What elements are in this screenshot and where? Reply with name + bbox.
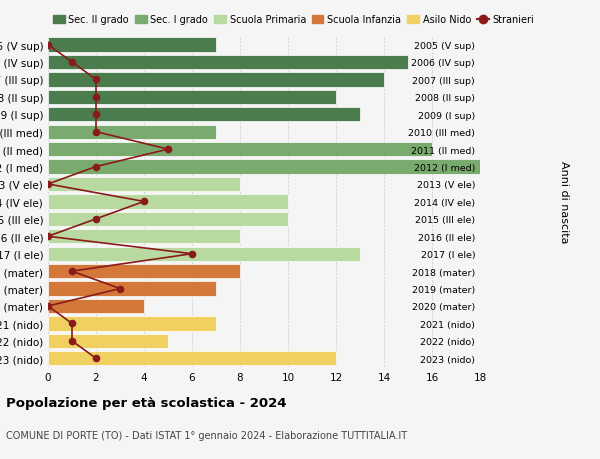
Bar <box>48 334 168 348</box>
Bar <box>48 195 288 209</box>
Bar <box>48 108 360 122</box>
Legend: Sec. II grado, Sec. I grado, Scuola Primaria, Scuola Infanzia, Asilo Nido, Stran: Sec. II grado, Sec. I grado, Scuola Prim… <box>53 15 534 25</box>
Bar <box>48 317 216 331</box>
Bar <box>48 73 384 87</box>
Bar <box>48 264 240 279</box>
Bar <box>48 299 144 313</box>
Bar <box>48 352 336 366</box>
Bar <box>48 125 216 140</box>
Bar <box>48 178 240 192</box>
Bar <box>48 160 480 174</box>
Bar <box>48 247 360 261</box>
Y-axis label: Anni di nascita: Anni di nascita <box>559 161 569 243</box>
Bar <box>48 38 216 52</box>
Text: COMUNE DI PORTE (TO) - Dati ISTAT 1° gennaio 2024 - Elaborazione TUTTITALIA.IT: COMUNE DI PORTE (TO) - Dati ISTAT 1° gen… <box>6 431 407 440</box>
Bar <box>48 230 240 244</box>
Bar <box>48 282 216 296</box>
Text: Popolazione per età scolastica - 2024: Popolazione per età scolastica - 2024 <box>6 396 287 409</box>
Bar <box>48 90 336 105</box>
Bar <box>48 56 408 70</box>
Bar <box>48 143 432 157</box>
Bar <box>48 212 288 226</box>
